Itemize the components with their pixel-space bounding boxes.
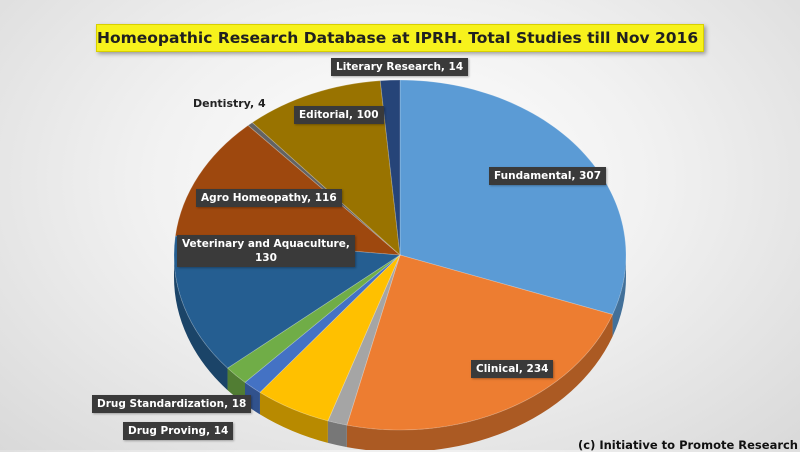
slice-drug-standardization [226, 254, 401, 383]
chart-title: Homeopathic Research Database at IPRH. T… [96, 24, 704, 52]
slice-veterinary-and-aquaculture [173, 235, 402, 369]
label-dentistry: Dentistry, 4 [193, 97, 266, 110]
slice-unlabeled-gray [327, 254, 401, 426]
label-drug-standardization: Drug Standardization, 18 [92, 395, 252, 413]
label-fundamental: Fundamental, 307 [489, 167, 607, 185]
slice-editorial [251, 80, 401, 257]
copyright-credit: (c) Initiative to Promote Research [578, 438, 798, 452]
slice-drug-proving [244, 254, 401, 393]
label-editorial: Editorial, 100 [294, 106, 384, 124]
label-clinical: Clinical, 234 [471, 360, 554, 378]
slice-unlabeled-yellow [259, 254, 401, 422]
slice-clinical [346, 254, 614, 431]
slice-dentistry [247, 122, 401, 256]
slice-side-fundamental [612, 255, 626, 337]
slice-side-unlabeled-gray [327, 420, 347, 448]
label-veterinary-and-aquaculture: Veterinary and Aquaculture, 130 [177, 235, 355, 267]
slice-side-clinical [346, 314, 613, 450]
pie-slices [173, 79, 627, 431]
label-drug-proving: Drug Proving, 14 [123, 422, 234, 440]
label-agro-homeopathy: Agro Homeopathy, 116 [196, 189, 342, 207]
slice-side-veterinary-and-aquaculture [174, 255, 228, 391]
slice-fundamental [399, 79, 627, 315]
slice-side-unlabeled-yellow [259, 392, 328, 443]
label-literary-research: Literary Research, 14 [331, 58, 469, 76]
slice-literary-research [379, 79, 401, 256]
